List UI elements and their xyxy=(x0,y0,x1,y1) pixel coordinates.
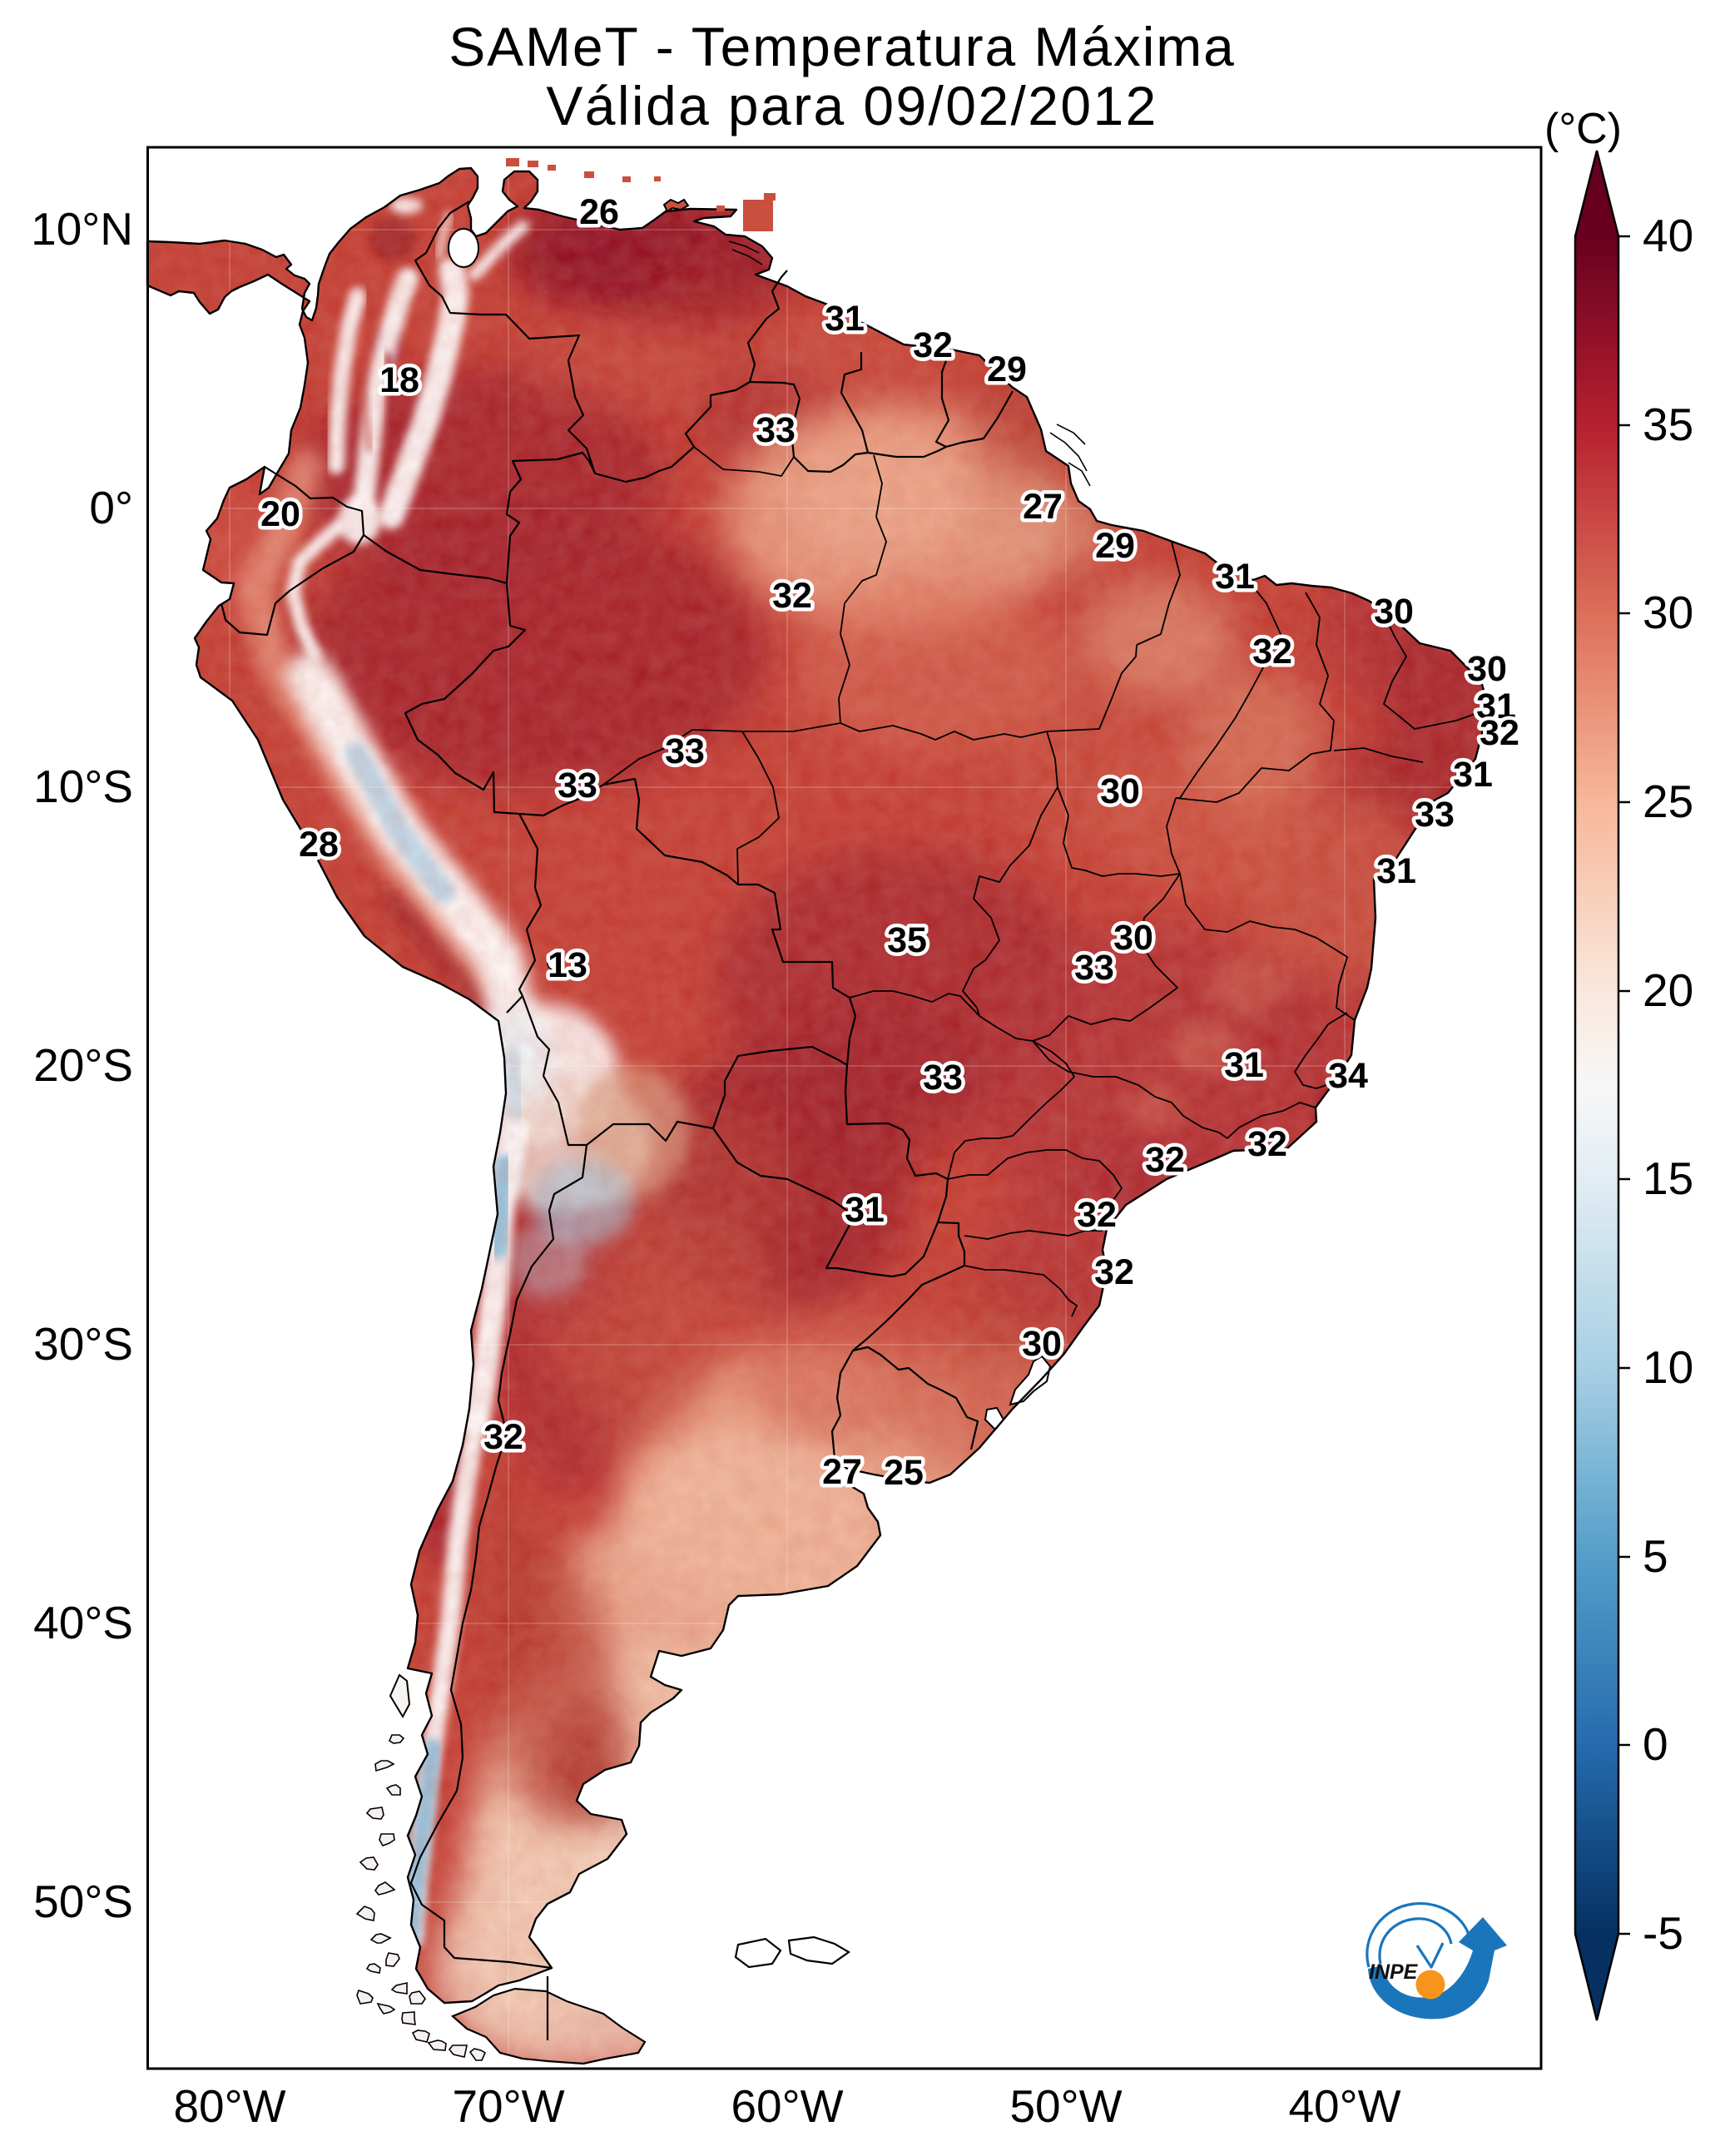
svg-text:30: 30 xyxy=(1113,918,1153,958)
svg-text:40: 40 xyxy=(1643,210,1693,261)
svg-text:32: 32 xyxy=(1480,713,1519,753)
svg-text:33: 33 xyxy=(756,410,796,450)
svg-text:31: 31 xyxy=(1224,1045,1264,1085)
svg-text:34: 34 xyxy=(1328,1056,1368,1096)
svg-text:13: 13 xyxy=(548,945,587,985)
svg-text:32: 32 xyxy=(1094,1252,1134,1292)
svg-text:33: 33 xyxy=(1074,948,1114,988)
svg-text:18: 18 xyxy=(379,360,419,400)
svg-text:33: 33 xyxy=(923,1058,963,1098)
svg-text:32: 32 xyxy=(483,1417,523,1457)
svg-text:10°S: 10°S xyxy=(33,761,133,812)
svg-text:10°N: 10°N xyxy=(31,203,133,255)
svg-text:29: 29 xyxy=(987,349,1027,389)
svg-text:31: 31 xyxy=(1453,755,1493,795)
svg-text:50°W: 50°W xyxy=(1009,2080,1122,2132)
svg-text:32: 32 xyxy=(1145,1140,1185,1180)
svg-text:40°S: 40°S xyxy=(33,1597,133,1648)
svg-text:30: 30 xyxy=(1467,649,1507,689)
svg-text:33: 33 xyxy=(1415,795,1455,835)
svg-text:30: 30 xyxy=(1374,592,1414,632)
svg-text:31: 31 xyxy=(1215,557,1255,597)
svg-text:35: 35 xyxy=(887,920,927,960)
svg-text:33: 33 xyxy=(665,731,705,771)
svg-text:35: 35 xyxy=(1643,399,1693,450)
svg-text:31: 31 xyxy=(825,299,865,339)
svg-text:Válida para 09/02/2012: Válida para 09/02/2012 xyxy=(546,75,1157,136)
svg-text:32: 32 xyxy=(1252,632,1292,672)
svg-text:31: 31 xyxy=(845,1190,885,1230)
svg-text:27: 27 xyxy=(822,1452,862,1492)
svg-text:32: 32 xyxy=(1247,1124,1287,1164)
svg-text:20: 20 xyxy=(1643,964,1693,1016)
svg-text:30: 30 xyxy=(1100,771,1140,811)
svg-text:50°S: 50°S xyxy=(33,1876,133,1927)
svg-text:29: 29 xyxy=(1095,526,1135,566)
svg-text:60°W: 60°W xyxy=(731,2080,843,2132)
svg-text:0: 0 xyxy=(1643,1718,1668,1770)
svg-text:5: 5 xyxy=(1643,1530,1668,1582)
svg-text:SAMeT - Temperatura Máxima: SAMeT - Temperatura Máxima xyxy=(449,16,1236,77)
svg-text:30: 30 xyxy=(1022,1324,1062,1364)
svg-text:0°: 0° xyxy=(89,482,133,533)
svg-text:20°S: 20°S xyxy=(33,1039,133,1091)
svg-text:33: 33 xyxy=(558,766,597,805)
svg-text:15: 15 xyxy=(1643,1152,1693,1204)
svg-text:28: 28 xyxy=(299,825,339,865)
svg-text:70°W: 70°W xyxy=(452,2080,564,2132)
svg-text:30: 30 xyxy=(1643,587,1693,638)
svg-text:32: 32 xyxy=(1077,1195,1117,1235)
svg-text:25: 25 xyxy=(884,1453,924,1493)
svg-text:40°W: 40°W xyxy=(1288,2080,1400,2132)
svg-text:(°C): (°C) xyxy=(1544,105,1622,153)
svg-text:INPE: INPE xyxy=(1369,1960,1419,1984)
svg-text:32: 32 xyxy=(913,325,953,365)
svg-text:25: 25 xyxy=(1643,776,1693,827)
svg-text:27: 27 xyxy=(1023,487,1063,527)
svg-text:31: 31 xyxy=(1476,686,1516,726)
svg-text:32: 32 xyxy=(772,576,812,616)
svg-text:80°W: 80°W xyxy=(173,2080,285,2132)
svg-text:30°S: 30°S xyxy=(33,1318,133,1370)
svg-text:20: 20 xyxy=(260,494,300,534)
svg-text:-5: -5 xyxy=(1643,1907,1683,1959)
svg-text:31: 31 xyxy=(1376,851,1416,891)
svg-text:10: 10 xyxy=(1643,1341,1693,1393)
svg-text:26: 26 xyxy=(579,192,619,232)
